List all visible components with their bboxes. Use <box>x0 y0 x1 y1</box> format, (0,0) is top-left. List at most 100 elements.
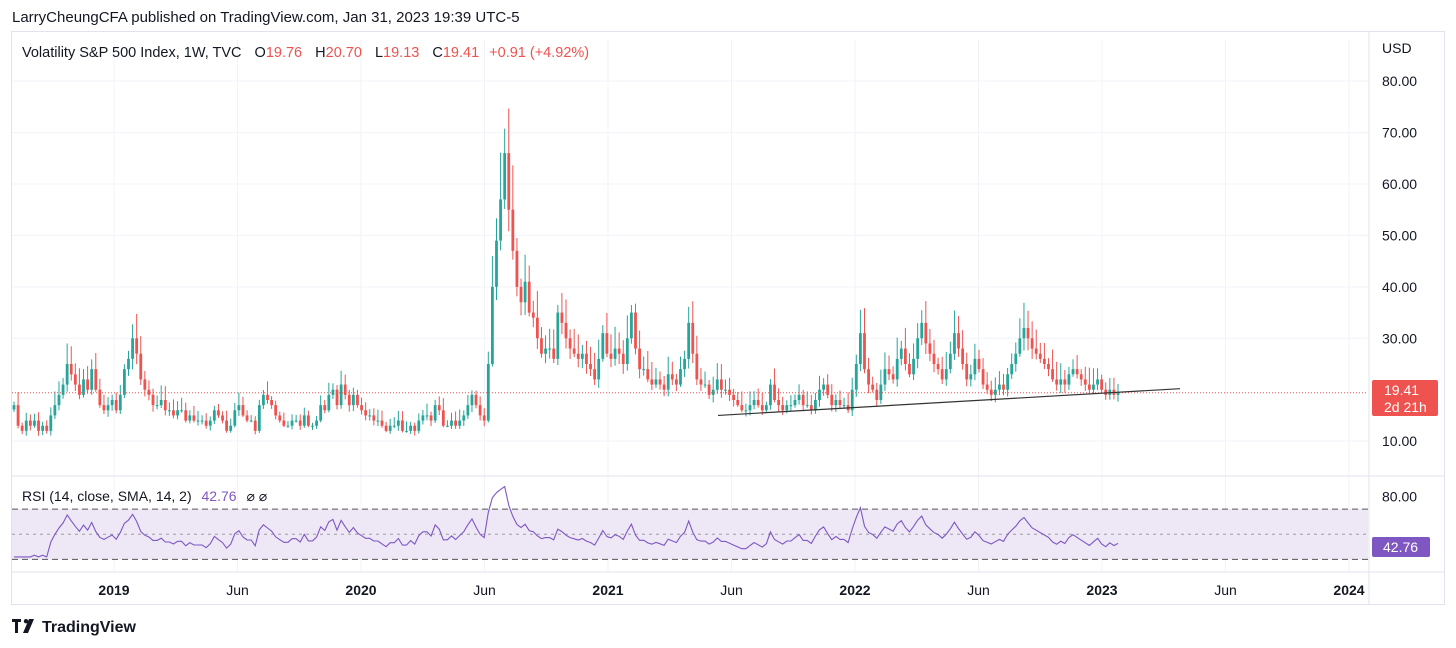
candle-body <box>347 394 351 406</box>
candle-body <box>793 400 797 406</box>
candle-body <box>1047 364 1050 370</box>
x-tick-label: Jun <box>967 582 990 598</box>
chart-frame[interactable] <box>11 31 1445 605</box>
candle-body <box>932 353 936 364</box>
footer-brand[interactable]: TradingView <box>12 618 136 638</box>
candle-body <box>372 415 376 421</box>
candle-body <box>781 405 785 411</box>
candle-body <box>527 281 531 313</box>
candle-body <box>871 384 875 390</box>
candle-body <box>617 348 621 354</box>
candle-body <box>993 389 997 395</box>
candle-body <box>245 415 249 421</box>
candle-body <box>65 364 69 385</box>
candle-body <box>441 410 445 426</box>
candle-body <box>785 405 789 411</box>
candle-body <box>589 364 592 370</box>
candle-body <box>613 348 617 359</box>
legend-l-value: 19.13 <box>383 45 419 61</box>
candle-body <box>928 343 932 354</box>
candle-body <box>642 369 646 371</box>
x-tick-label: 2024 <box>1333 582 1364 598</box>
candle-body <box>380 420 384 426</box>
candle-body <box>212 410 216 421</box>
rsi-legend-label: RSI (14, close, SMA, 14, 2) <box>22 488 192 504</box>
candle-body <box>466 405 470 416</box>
candle-body <box>388 425 392 431</box>
candle-body <box>789 405 793 407</box>
candle-body <box>503 153 507 200</box>
candle-body <box>1100 379 1104 390</box>
candle-body <box>286 425 290 427</box>
candle-body <box>118 394 122 411</box>
candle-body <box>491 286 494 364</box>
candle-body <box>883 369 887 385</box>
candle-body <box>499 199 502 241</box>
candle-body <box>114 400 118 411</box>
candle-body <box>895 358 899 380</box>
candle-body <box>1006 374 1009 390</box>
candle-body <box>110 400 114 406</box>
candle-body <box>1071 369 1075 375</box>
candle-body <box>131 338 134 359</box>
candle-body <box>319 405 323 421</box>
price-tag-value: 19.41 <box>1384 382 1419 398</box>
candle-body <box>944 369 948 380</box>
candle-body <box>16 405 20 426</box>
candle-body <box>307 415 310 426</box>
candle-body <box>531 312 535 318</box>
candle-body <box>834 400 838 406</box>
rsi-y-tick: 80.00 <box>1382 489 1417 505</box>
x-tick-label: 2023 <box>1086 582 1117 598</box>
price-tag-bg <box>1372 380 1438 416</box>
candle-body <box>948 353 952 370</box>
candle-body <box>887 369 891 375</box>
candle-body <box>666 374 670 390</box>
candle-body <box>1051 369 1054 380</box>
candle-body <box>638 348 641 370</box>
candle-body <box>711 389 715 395</box>
candle-body <box>94 369 98 390</box>
candle-body <box>777 400 781 406</box>
candle-body <box>683 358 686 370</box>
rsi-tag-value: 42.76 <box>1383 539 1418 555</box>
candle-body <box>597 358 601 380</box>
candle-body <box>233 410 237 426</box>
candle-body <box>580 353 584 359</box>
candle-body <box>339 384 343 406</box>
candle-body <box>282 420 286 426</box>
candle-body <box>172 410 175 416</box>
candle-body <box>560 312 564 323</box>
candle-body <box>605 333 609 354</box>
candle-body <box>912 358 915 375</box>
candle-body <box>49 415 53 431</box>
currency-label: USD <box>1382 40 1412 56</box>
candle-body <box>221 415 224 421</box>
candle-body <box>294 420 298 422</box>
candle-body <box>20 425 24 431</box>
candle-body <box>977 358 981 370</box>
candle-body <box>86 379 89 390</box>
candle-body <box>719 379 723 390</box>
candle-body <box>764 405 768 411</box>
candle-body <box>760 405 764 411</box>
y-tick-label: 80.00 <box>1382 73 1417 89</box>
candle-body <box>1079 374 1083 380</box>
candle-body <box>437 405 441 411</box>
candle-body <box>401 420 404 431</box>
candle-body <box>797 394 801 400</box>
rsi-tag-bg <box>1372 537 1430 557</box>
candle-body <box>208 420 212 426</box>
candle-body <box>1096 379 1099 385</box>
candle-body <box>446 425 449 427</box>
candle-body <box>830 394 834 406</box>
candle-body <box>842 405 846 407</box>
candle-body <box>474 394 478 406</box>
candle-body <box>724 389 727 391</box>
candle-body <box>899 348 903 359</box>
candle-body <box>78 384 81 395</box>
candle-body <box>756 400 760 406</box>
candle-body <box>801 394 805 406</box>
candle-body <box>1014 353 1018 364</box>
